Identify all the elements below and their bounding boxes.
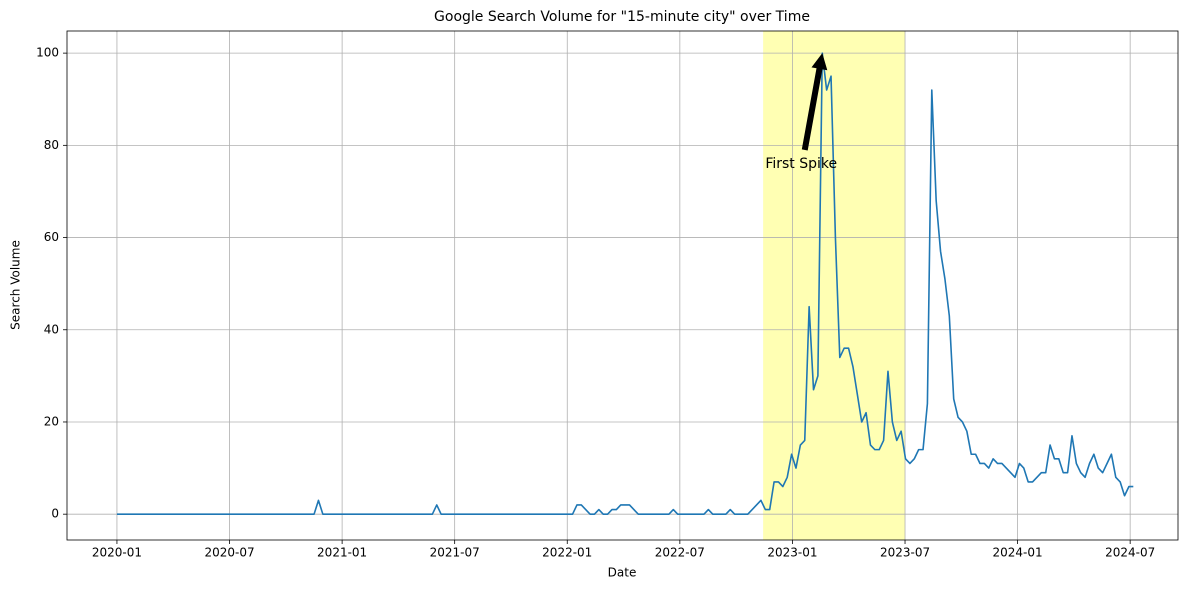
x-tick-label: 2020-07 (204, 546, 254, 560)
x-tick-label: 2022-01 (542, 546, 592, 560)
y-tick-label: 60 (44, 230, 59, 244)
y-tick-label: 0 (51, 507, 59, 521)
x-axis-label: Date (608, 566, 637, 580)
y-axis-label: Search Volume (9, 240, 23, 330)
y-tick-label: 100 (36, 46, 59, 60)
annotation-text: First Spike (765, 156, 837, 172)
y-tick-label: 40 (44, 322, 59, 336)
chart-title: Google Search Volume for "15-minute city… (434, 9, 810, 25)
grid-layer (67, 31, 1178, 540)
data-layer: First Spike (116, 52, 1134, 515)
x-tick-label: 2024-01 (993, 546, 1043, 560)
x-tick-label: 2020-01 (92, 546, 142, 560)
y-tick-label: 20 (44, 414, 59, 428)
x-tick-label: 2023-07 (880, 546, 930, 560)
x-tick-label: 2023-01 (767, 546, 817, 560)
background-layer (763, 31, 906, 540)
x-tick-label: 2021-07 (430, 546, 480, 560)
x-tick-label: 2024-07 (1105, 546, 1155, 560)
x-tick-label: 2022-07 (655, 546, 705, 560)
y-tick-label: 80 (44, 138, 59, 152)
axes-layer: 0 20 40 60 80 100 2020-01 2020-07 2021-01 2021-07… (36, 30, 1179, 560)
annotation-arrow (801, 53, 828, 151)
x-tick-label: 2021-01 (317, 546, 367, 560)
highlight-span (763, 31, 906, 540)
data-line (116, 52, 1134, 515)
plot-frame (66, 30, 1179, 541)
